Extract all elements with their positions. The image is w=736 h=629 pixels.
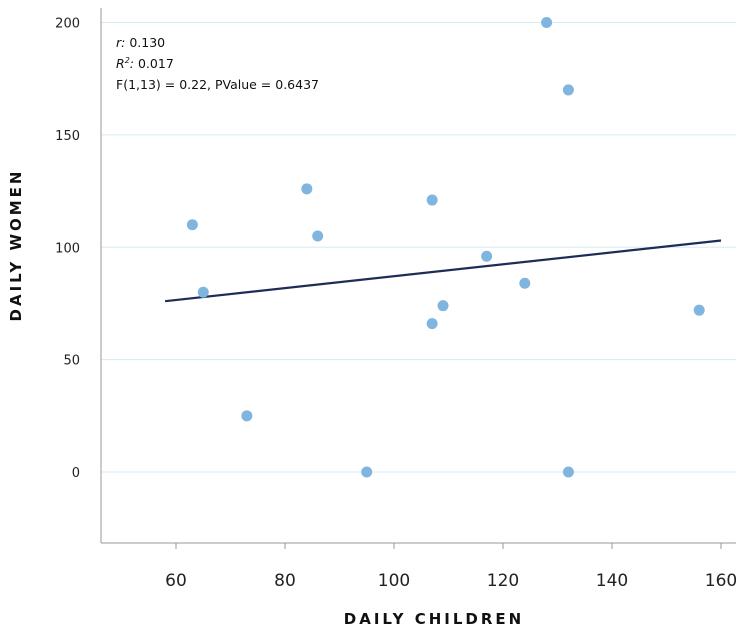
data-point xyxy=(426,194,438,206)
x-axis-title: DAILY CHILDREN xyxy=(344,610,524,628)
stat-f-test: F(1,13) = 0.22, PValue = 0.6437 xyxy=(116,77,319,92)
data-point xyxy=(361,466,373,478)
data-point xyxy=(301,183,313,195)
x-tick-label: 100 xyxy=(378,571,410,591)
y-tick-labels: 0 50 100 150 200 xyxy=(55,17,80,482)
stat-r2: R2: 0.017 xyxy=(116,56,174,71)
data-point xyxy=(197,286,209,298)
data-point xyxy=(312,230,324,242)
data-point xyxy=(519,277,531,289)
data-point xyxy=(693,304,705,316)
y-tick-label: 0 xyxy=(72,466,80,481)
y-tick-label: 100 xyxy=(55,241,80,256)
data-point xyxy=(481,250,493,262)
y-tick-label: 200 xyxy=(55,17,80,32)
y-tick-label: 150 xyxy=(55,129,80,144)
trend-line xyxy=(164,239,722,303)
grid-lines xyxy=(101,22,736,473)
data-point xyxy=(562,84,574,96)
x-tick-label: 80 xyxy=(274,571,296,591)
stat-r: r: 0.130 xyxy=(116,35,165,50)
x-tick-label: 160 xyxy=(705,571,736,591)
y-axis-title: DAILY WOMEN xyxy=(7,169,25,322)
x-tick-label: 60 xyxy=(165,571,187,591)
y-tick-label: 50 xyxy=(63,354,80,369)
x-tick-label: 140 xyxy=(596,571,628,591)
x-tick-label: 120 xyxy=(487,571,519,591)
data-point xyxy=(426,318,438,330)
data-points xyxy=(186,17,705,478)
x-tick-labels: 60 80 100 120 140 160 xyxy=(165,543,736,591)
data-point xyxy=(241,410,253,422)
data-point xyxy=(562,466,574,478)
data-point xyxy=(186,219,198,231)
data-point xyxy=(437,300,449,312)
data-point xyxy=(541,17,553,28)
